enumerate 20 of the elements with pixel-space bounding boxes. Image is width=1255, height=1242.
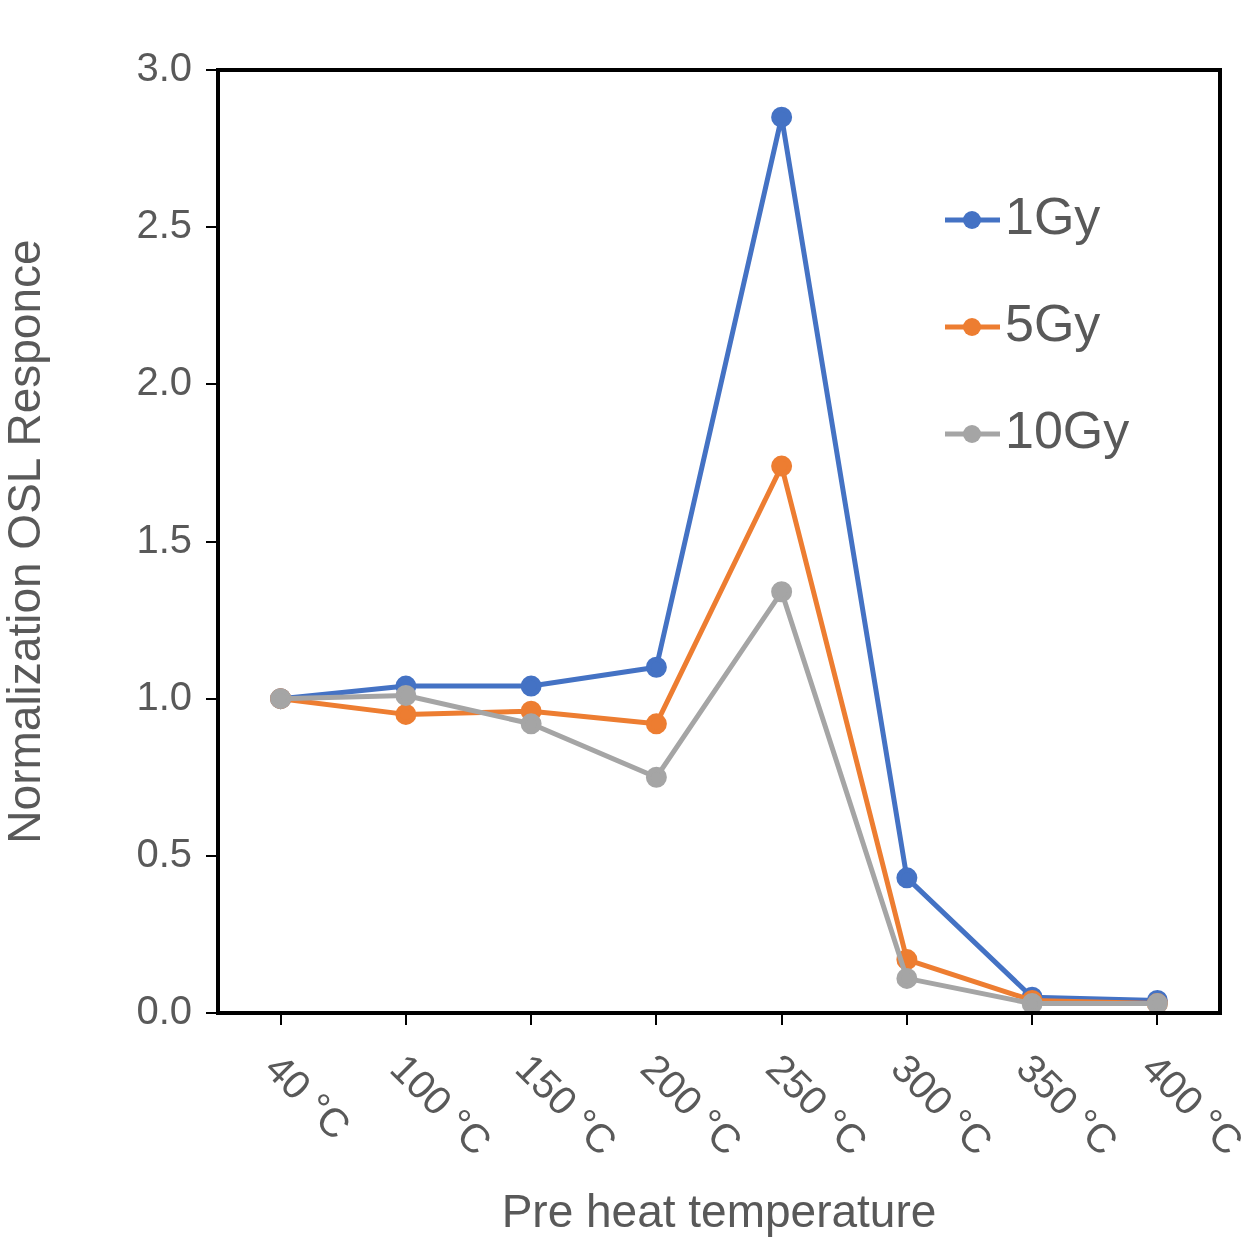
legend-label: 5Gy — [1005, 294, 1101, 353]
y-axis-title: Normalization OSL Responce — [0, 239, 51, 844]
y-tick-label: 2.0 — [136, 359, 192, 404]
y-tick-label: 0.0 — [136, 988, 192, 1033]
x-tick-label: 300 °C — [883, 1045, 1002, 1164]
y-tick-label: 1.5 — [136, 516, 192, 561]
x-tick-label: 40 °C — [257, 1045, 360, 1148]
y-tick-label: 0.5 — [136, 830, 192, 875]
x-tick-label: 400 °C — [1133, 1045, 1252, 1164]
x-tick-label: 100 °C — [382, 1045, 501, 1164]
x-tick-label: 150 °C — [507, 1045, 626, 1164]
y-tick-label: 1.0 — [136, 673, 192, 718]
y-tick-label: 2.5 — [136, 202, 192, 247]
y-tick-label: 3.0 — [136, 45, 192, 90]
x-tick-label: 350 °C — [1008, 1045, 1127, 1164]
legend-label: 1Gy — [1005, 187, 1101, 246]
x-tick-label: 200 °C — [632, 1045, 751, 1164]
x-axis-title: Pre heat temperature — [501, 1185, 937, 1238]
x-tick-label: 250 °C — [758, 1045, 877, 1164]
legend-label: 10Gy — [1005, 401, 1130, 460]
